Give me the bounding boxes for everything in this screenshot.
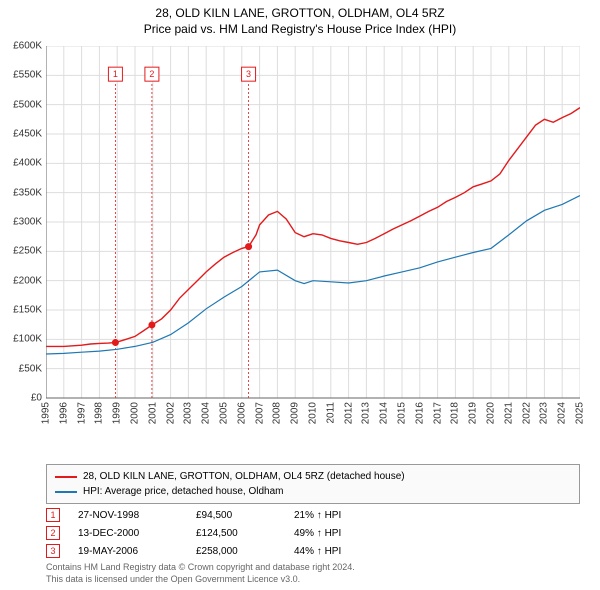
table-row: 2 13-DEC-2000 £124,500 49% ↑ HPI: [46, 524, 580, 542]
transaction-date: 27-NOV-1998: [78, 510, 178, 521]
transaction-price: £94,500: [196, 510, 276, 521]
y-tick-label: £350K: [2, 187, 42, 198]
transaction-price: £258,000: [196, 546, 276, 557]
legend-item-1: 28, OLD KILN LANE, GROTTON, OLDHAM, OL4 …: [55, 469, 571, 484]
y-tick-label: £100K: [2, 334, 42, 345]
y-tick-label: £50K: [2, 363, 42, 374]
x-tick-label: 2002: [165, 402, 176, 424]
chart-plot-area: 1 2 3: [46, 46, 580, 426]
x-tick-label: 2005: [219, 402, 230, 424]
x-tick-label: 2024: [557, 402, 568, 424]
legend: 28, OLD KILN LANE, GROTTON, OLDHAM, OL4 …: [46, 464, 580, 504]
title-line-1: 28, OLD KILN LANE, GROTTON, OLDHAM, OL4 …: [0, 6, 600, 22]
transaction-date: 13-DEC-2000: [78, 528, 178, 539]
x-tick-label: 2011: [325, 402, 336, 424]
x-tick-label: 1997: [76, 402, 87, 424]
footer-attribution: Contains HM Land Registry data © Crown c…: [46, 562, 355, 585]
y-tick-label: £0: [2, 393, 42, 404]
y-tick-label: £300K: [2, 217, 42, 228]
legend-label-2: HPI: Average price, detached house, Oldh…: [83, 484, 284, 499]
footer-line-1: Contains HM Land Registry data © Crown c…: [46, 562, 355, 574]
legend-item-2: HPI: Average price, detached house, Oldh…: [55, 484, 571, 499]
transaction-price: £124,500: [196, 528, 276, 539]
x-tick-label: 2014: [379, 402, 390, 424]
transaction-marker-1: 1: [46, 508, 60, 522]
footer-line-2: This data is licensed under the Open Gov…: [46, 574, 355, 586]
x-tick-label: 2006: [236, 402, 247, 424]
x-tick-label: 2017: [432, 402, 443, 424]
x-tick-label: 1995: [41, 402, 52, 424]
x-tick-label: 2000: [130, 402, 141, 424]
y-tick-label: £500K: [2, 99, 42, 110]
chart-title: 28, OLD KILN LANE, GROTTON, OLDHAM, OL4 …: [0, 0, 600, 37]
transactions-table: 1 27-NOV-1998 £94,500 21% ↑ HPI 2 13-DEC…: [46, 506, 580, 560]
x-tick-label: 2023: [539, 402, 550, 424]
transaction-marker-3: 3: [46, 544, 60, 558]
y-tick-label: £450K: [2, 129, 42, 140]
legend-label-1: 28, OLD KILN LANE, GROTTON, OLDHAM, OL4 …: [83, 469, 405, 484]
x-tick-label: 2015: [397, 402, 408, 424]
x-tick-label: 2001: [147, 402, 158, 424]
x-tick-label: 2004: [201, 402, 212, 424]
transaction-delta: 49% ↑ HPI: [294, 528, 341, 539]
svg-text:1: 1: [113, 69, 118, 79]
x-tick-label: 2020: [486, 402, 497, 424]
x-tick-label: 2022: [521, 402, 532, 424]
y-tick-label: £550K: [2, 70, 42, 81]
x-tick-label: 2021: [503, 402, 514, 424]
table-row: 3 19-MAY-2006 £258,000 44% ↑ HPI: [46, 542, 580, 560]
chart-svg: 1 2 3: [46, 46, 580, 426]
transaction-delta: 44% ↑ HPI: [294, 546, 341, 557]
y-tick-label: £250K: [2, 246, 42, 257]
x-tick-label: 2019: [468, 402, 479, 424]
x-tick-label: 2013: [361, 402, 372, 424]
x-tick-label: 2008: [272, 402, 283, 424]
y-tick-label: £400K: [2, 158, 42, 169]
x-tick-label: 2025: [575, 402, 586, 424]
legend-swatch-1: [55, 476, 77, 478]
transaction-marker-2: 2: [46, 526, 60, 540]
svg-text:2: 2: [149, 69, 154, 79]
x-tick-label: 2018: [450, 402, 461, 424]
x-tick-label: 1999: [112, 402, 123, 424]
x-tick-label: 2012: [343, 402, 354, 424]
page: 28, OLD KILN LANE, GROTTON, OLDHAM, OL4 …: [0, 0, 600, 590]
x-tick-label: 2016: [414, 402, 425, 424]
y-tick-label: £150K: [2, 305, 42, 316]
x-tick-label: 1998: [94, 402, 105, 424]
x-tick-label: 2010: [308, 402, 319, 424]
y-tick-label: £200K: [2, 275, 42, 286]
x-tick-label: 1996: [58, 402, 69, 424]
x-tick-label: 2003: [183, 402, 194, 424]
x-tick-label: 2007: [254, 402, 265, 424]
svg-text:3: 3: [246, 69, 251, 79]
legend-swatch-2: [55, 491, 77, 493]
transaction-date: 19-MAY-2006: [78, 546, 178, 557]
x-tick-label: 2009: [290, 402, 301, 424]
transaction-delta: 21% ↑ HPI: [294, 510, 341, 521]
y-tick-label: £600K: [2, 41, 42, 52]
table-row: 1 27-NOV-1998 £94,500 21% ↑ HPI: [46, 506, 580, 524]
title-line-2: Price paid vs. HM Land Registry's House …: [0, 22, 600, 38]
